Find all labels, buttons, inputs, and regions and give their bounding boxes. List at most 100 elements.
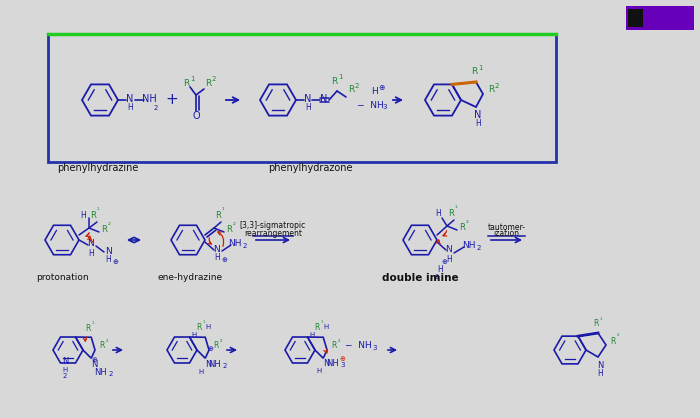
- Text: NH: NH: [326, 359, 339, 368]
- Text: tautomer-: tautomer-: [487, 222, 526, 232]
- Text: ⊕: ⊕: [221, 257, 227, 263]
- Text: R: R: [314, 323, 320, 332]
- Text: ²: ²: [617, 334, 620, 339]
- Text: 1: 1: [337, 74, 342, 80]
- Text: 2: 2: [212, 76, 216, 82]
- Text: ⊕: ⊕: [378, 82, 384, 92]
- Text: 2: 2: [477, 245, 481, 251]
- Text: 1: 1: [190, 76, 195, 82]
- Text: H: H: [323, 324, 329, 330]
- Text: ¹: ¹: [92, 322, 94, 327]
- Text: NH: NH: [141, 94, 156, 104]
- Text: BYJU'S: BYJU'S: [657, 10, 687, 20]
- Text: ⊕: ⊕: [441, 259, 447, 265]
- Text: H: H: [310, 332, 315, 338]
- Text: H: H: [80, 211, 86, 219]
- Text: 2: 2: [108, 371, 113, 377]
- Text: N: N: [88, 240, 94, 248]
- Text: 1: 1: [477, 65, 482, 71]
- Text: ene-hydrazine: ene-hydrazine: [158, 273, 223, 283]
- Text: −  NH: − NH: [344, 342, 372, 351]
- Bar: [48, 34, 556, 162]
- Text: phenylhydrazone: phenylhydrazone: [267, 163, 352, 173]
- Text: ²: ²: [337, 339, 340, 344]
- Text: 2: 2: [243, 243, 247, 249]
- Bar: [626, 6, 694, 30]
- Text: R: R: [90, 211, 96, 219]
- Text: N: N: [597, 360, 603, 370]
- Text: ⊕: ⊕: [91, 357, 97, 363]
- Text: ⊕: ⊕: [112, 259, 118, 265]
- Text: ⊕: ⊕: [433, 274, 439, 280]
- Text: H: H: [316, 368, 322, 374]
- Text: R: R: [331, 76, 337, 86]
- Text: H: H: [437, 265, 443, 275]
- Text: H: H: [62, 367, 68, 373]
- Text: R: R: [205, 79, 211, 87]
- Text: O: O: [193, 111, 200, 121]
- Text: H: H: [105, 255, 111, 265]
- Text: R: R: [99, 342, 105, 351]
- Text: N: N: [62, 357, 68, 367]
- Text: ¹: ¹: [97, 208, 99, 214]
- Text: ¹: ¹: [454, 206, 457, 212]
- Text: ⊕: ⊕: [340, 356, 345, 362]
- Text: N: N: [475, 110, 482, 120]
- Text: R: R: [197, 323, 202, 332]
- Text: ²: ²: [106, 339, 108, 344]
- Text: R: R: [348, 86, 354, 94]
- Text: H: H: [597, 370, 603, 379]
- Text: N: N: [323, 359, 330, 368]
- Text: NH: NH: [94, 368, 106, 377]
- Text: R: R: [85, 324, 91, 333]
- Text: [3,3]-sigmatropic: [3,3]-sigmatropic: [240, 222, 306, 230]
- Text: N: N: [446, 245, 452, 255]
- Text: 3: 3: [383, 104, 387, 110]
- Text: H: H: [192, 332, 197, 338]
- Text: H: H: [446, 255, 452, 263]
- Text: ¹: ¹: [600, 318, 602, 323]
- Text: ²: ²: [108, 223, 111, 229]
- Text: R: R: [488, 86, 494, 94]
- Text: N: N: [321, 94, 328, 104]
- Text: 3: 3: [372, 345, 377, 351]
- Text: 2: 2: [63, 373, 67, 379]
- Text: H: H: [88, 248, 94, 257]
- Text: R: R: [183, 79, 189, 87]
- Text: H: H: [305, 104, 311, 112]
- Text: R: R: [610, 336, 616, 346]
- Text: R: R: [448, 209, 454, 217]
- Text: N: N: [126, 94, 134, 104]
- Text: ²: ²: [466, 221, 468, 227]
- Text: ization: ization: [494, 229, 519, 239]
- Text: 3: 3: [340, 362, 344, 368]
- Text: NH: NH: [208, 360, 220, 369]
- Text: R: R: [459, 224, 465, 232]
- Text: R: R: [226, 225, 232, 234]
- Text: +: +: [166, 92, 179, 107]
- Text: NH: NH: [462, 242, 476, 250]
- Text: ⊕: ⊕: [207, 346, 213, 352]
- Text: R: R: [331, 342, 337, 351]
- Text: −  NH: − NH: [356, 100, 384, 110]
- Text: R: R: [471, 67, 477, 76]
- Text: H: H: [435, 209, 441, 217]
- Text: 2: 2: [355, 83, 359, 89]
- Text: N: N: [205, 360, 211, 369]
- Text: H: H: [199, 369, 204, 375]
- Text: R: R: [101, 225, 107, 234]
- Text: H: H: [127, 104, 133, 112]
- Text: N: N: [304, 94, 312, 104]
- Text: The Learning App: The Learning App: [650, 21, 694, 26]
- Text: double imine: double imine: [382, 273, 458, 283]
- Text: N: N: [214, 245, 220, 253]
- Text: 2: 2: [495, 83, 499, 89]
- Text: phenylhydrazine: phenylhydrazine: [57, 163, 139, 173]
- Text: ¹: ¹: [203, 321, 206, 326]
- Text: 2: 2: [154, 105, 158, 111]
- Text: H: H: [372, 87, 379, 97]
- Text: protonation: protonation: [36, 273, 88, 283]
- Text: N: N: [91, 360, 97, 369]
- Text: R: R: [594, 319, 598, 329]
- Text: NH: NH: [228, 240, 242, 248]
